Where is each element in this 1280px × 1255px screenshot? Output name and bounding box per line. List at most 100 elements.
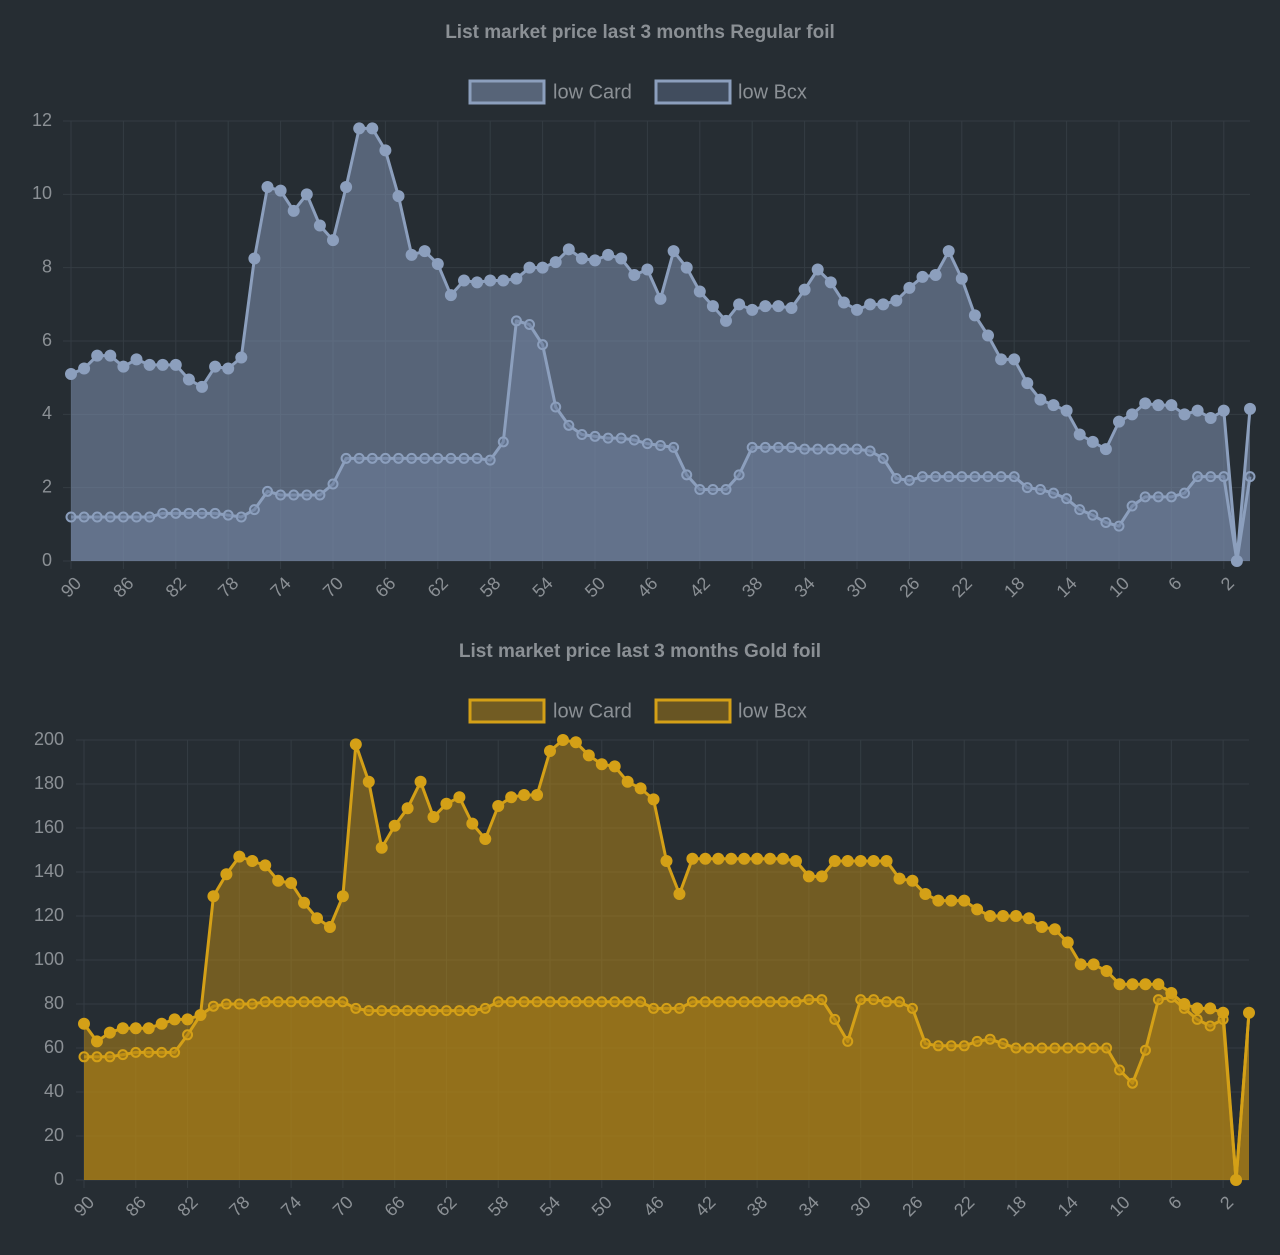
point [505, 996, 517, 1008]
x-tick-label: 66 [381, 1192, 409, 1220]
point [1126, 408, 1139, 421]
point [995, 471, 1007, 483]
point [1100, 517, 1112, 528]
x-tick-label: 62 [432, 1192, 460, 1220]
point [353, 122, 366, 135]
point [157, 507, 169, 519]
point [890, 294, 903, 307]
point [1204, 1002, 1217, 1015]
x-tick-label: 10 [1105, 573, 1133, 601]
point [798, 283, 811, 296]
point [209, 360, 222, 373]
x-tick-label: 74 [266, 573, 294, 601]
point [144, 511, 156, 523]
point [401, 802, 414, 815]
point [479, 1002, 491, 1014]
point [544, 745, 556, 757]
point [686, 852, 699, 865]
point [1178, 998, 1191, 1010]
point [1088, 1042, 1100, 1054]
point [997, 910, 1010, 922]
point [392, 190, 405, 203]
y-tick-label: 0 [54, 1169, 64, 1189]
x-tick-label: 38 [738, 573, 766, 601]
point [311, 912, 323, 925]
point [272, 996, 284, 1008]
point [337, 996, 349, 1008]
point [497, 274, 510, 287]
point [104, 349, 117, 362]
point [104, 511, 116, 523]
point [673, 888, 686, 900]
point [648, 1002, 660, 1014]
point [340, 452, 352, 464]
point [1021, 377, 1034, 390]
point [673, 1002, 685, 1014]
point [943, 471, 955, 483]
point [376, 1005, 388, 1017]
point [362, 775, 375, 788]
x-tick-label: 70 [329, 1192, 357, 1220]
point [1204, 1020, 1216, 1032]
point [233, 998, 245, 1010]
point [518, 789, 531, 801]
point [510, 272, 523, 285]
point [458, 452, 470, 464]
point [919, 888, 932, 900]
point [1061, 493, 1073, 505]
point [479, 833, 492, 845]
point [929, 269, 942, 281]
point [327, 478, 339, 490]
point [1217, 404, 1230, 417]
legend-label: low Bcx [738, 81, 807, 103]
point [570, 996, 582, 1008]
point [262, 485, 273, 497]
x-tick-label: 54 [536, 1192, 564, 1220]
point [1178, 408, 1191, 421]
point [91, 349, 104, 362]
point [829, 1013, 841, 1025]
point [301, 489, 313, 501]
point [207, 1000, 219, 1012]
point [851, 303, 863, 316]
point [1152, 491, 1164, 503]
point [825, 443, 837, 455]
point [945, 1040, 957, 1052]
point [453, 1005, 465, 1017]
x-tick-label: 14 [1052, 573, 1080, 601]
chart-title: List market price last 3 months Regular … [445, 22, 835, 43]
point [1086, 435, 1099, 448]
point [222, 509, 234, 521]
point [628, 269, 641, 281]
point [103, 1026, 116, 1039]
point [982, 329, 994, 342]
point [890, 473, 902, 484]
point [248, 504, 260, 516]
point [785, 302, 798, 314]
point [589, 254, 601, 267]
point [181, 1013, 194, 1026]
point [824, 276, 837, 289]
point [143, 1046, 155, 1058]
point [919, 1038, 931, 1050]
x-tick-label: 82 [162, 573, 190, 601]
point [1205, 471, 1217, 483]
point [932, 1040, 944, 1052]
point [828, 855, 841, 867]
legend-label: low Bcx [738, 700, 807, 722]
point [634, 782, 647, 795]
point [1191, 1002, 1204, 1015]
y-tick-label: 120 [34, 905, 64, 925]
point [681, 469, 693, 481]
x-tick-label: 26 [898, 1192, 926, 1220]
point [393, 452, 404, 464]
point [621, 775, 634, 788]
point [274, 184, 287, 197]
point [300, 188, 313, 201]
point [628, 434, 640, 446]
x-tick-label: 70 [319, 573, 347, 601]
point [1218, 471, 1230, 483]
point [602, 248, 615, 261]
point [285, 877, 298, 889]
point [635, 996, 647, 1008]
